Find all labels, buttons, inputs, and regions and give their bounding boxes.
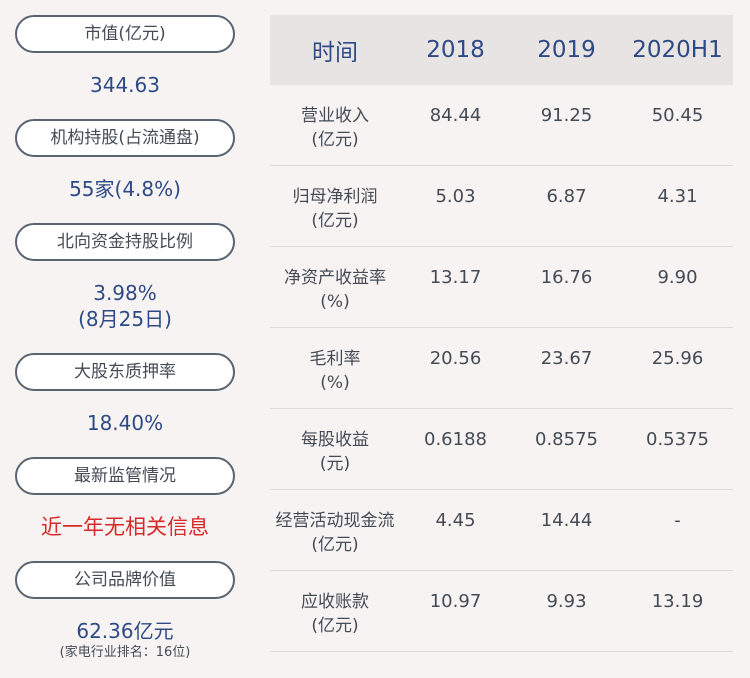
- metric-label: 经营活动现金流 (亿元): [275, 511, 395, 555]
- table-cell: 14.44: [540, 510, 593, 531]
- header-2019: 2019: [537, 37, 596, 63]
- brand-value-rank-note: (家电行业排名：16位): [59, 645, 191, 660]
- table-cell: 20.56: [429, 348, 482, 369]
- northbound-holding-value: 3.98%: [93, 281, 157, 305]
- metric-label: 营业收入 (亿元): [301, 106, 369, 150]
- table-cell: 16.76: [540, 267, 593, 288]
- financial-table: 时间 2018 2019 2020H1 营业收入 (亿元) 84.44 91.25…: [270, 15, 733, 652]
- table-cell: 0.5375: [646, 429, 709, 450]
- header-2020h1: 2020H1: [632, 37, 723, 63]
- table-row: 经营活动现金流 (亿元) 4.45 14.44 -: [270, 490, 733, 571]
- table-cell: 0.6188: [424, 429, 487, 450]
- metric-label: 毛利率 (%): [309, 349, 361, 393]
- metric-label: 净资产收益率 (%): [284, 268, 386, 312]
- summary-panel: 市值(亿元) 344.63 机构持股(占流通盘) 55家(4.8%) 北向资金持…: [0, 0, 250, 678]
- metric-label: 应收账款 (亿元): [301, 592, 369, 636]
- brand-value-label: 公司品牌价值: [15, 561, 235, 599]
- table-cell: 84.44: [429, 105, 482, 126]
- institutional-holding-value: 55家(4.8%): [69, 177, 181, 201]
- table-cell: -: [674, 510, 681, 531]
- pledge-ratio-value: 18.40%: [86, 411, 164, 435]
- table-row: 每股收益 (元) 0.6188 0.8575 0.5375: [270, 409, 733, 490]
- metric-label: 归母净利润 (亿元): [292, 187, 378, 231]
- regulatory-status-label: 最新监管情况: [15, 457, 235, 495]
- brand-value-value: 62.36亿元: [76, 619, 174, 643]
- table-cell: 0.8575: [535, 429, 598, 450]
- table-cell: 25.96: [651, 348, 704, 369]
- market-cap-value: 344.63: [90, 73, 160, 97]
- table-row: 营业收入 (亿元) 84.44 91.25 50.45: [270, 85, 733, 166]
- header-2018: 2018: [426, 37, 485, 63]
- table-row: 归母净利润 (亿元) 5.03 6.87 4.31: [270, 166, 733, 247]
- table-row: 应收账款 (亿元) 10.97 9.93 13.19: [270, 571, 733, 652]
- market-cap-label: 市值(亿元): [15, 15, 235, 53]
- regulatory-status-value: 近一年无相关信息: [41, 515, 209, 539]
- institutional-holding-label: 机构持股(占流通盘): [15, 119, 235, 157]
- table-cell: 9.90: [657, 267, 698, 288]
- table-row: 净资产收益率 (%) 13.17 16.76 9.90: [270, 247, 733, 328]
- table-row: 毛利率 (%) 20.56 23.67 25.96: [270, 328, 733, 409]
- table-header: 时间 2018 2019 2020H1: [270, 15, 733, 85]
- table-cell: 10.97: [429, 591, 482, 612]
- table-cell: 4.45: [435, 510, 476, 531]
- northbound-holding-date: (8月25日): [78, 307, 172, 331]
- table-cell: 50.45: [651, 105, 704, 126]
- table-cell: 13.17: [429, 267, 482, 288]
- pledge-ratio-label: 大股东质押率: [15, 353, 235, 391]
- metric-label: 每股收益 (元): [301, 430, 369, 474]
- table-cell: 4.31: [657, 186, 698, 207]
- table-cell: 13.19: [651, 591, 704, 612]
- northbound-holding-label: 北向资金持股比例: [15, 223, 235, 261]
- table-cell: 9.93: [546, 591, 587, 612]
- table-cell: 5.03: [435, 186, 476, 207]
- table-cell: 6.87: [546, 186, 587, 207]
- header-period: 时间: [312, 40, 358, 66]
- table-cell: 23.67: [540, 348, 593, 369]
- table-cell: 91.25: [540, 105, 593, 126]
